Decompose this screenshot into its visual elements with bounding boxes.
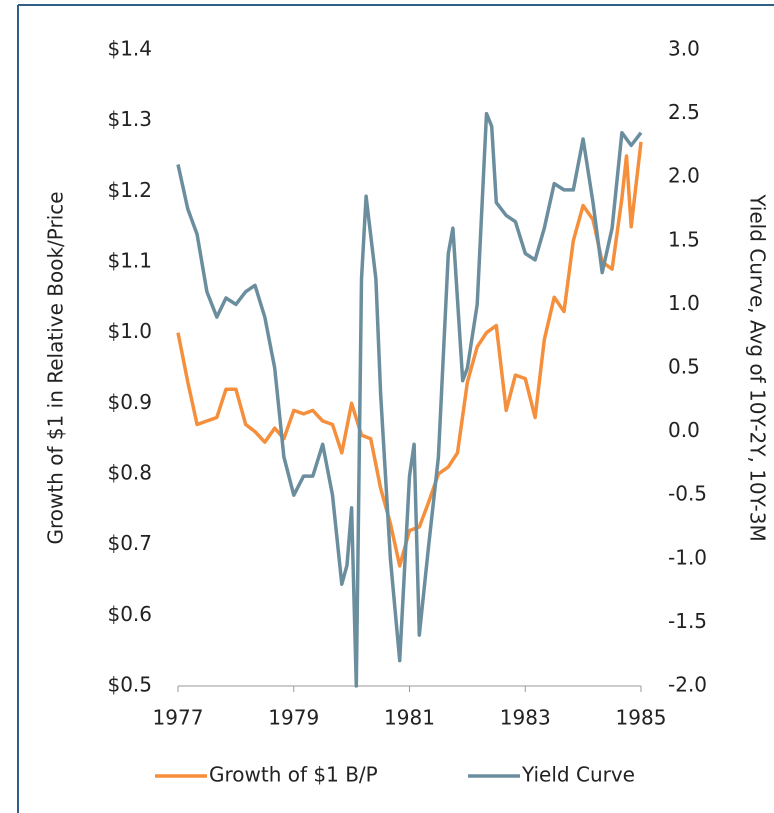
y-tick-label: $0.9 — [107, 390, 152, 414]
y-tick-label: $1.0 — [107, 319, 152, 343]
legend-label: Growth of $1 B/P — [209, 763, 378, 787]
y2-tick-label: 0.5 — [668, 355, 700, 379]
y2-tick-label: -0.5 — [668, 482, 707, 506]
series-line — [176, 111, 643, 688]
x-tick-label: 1985 — [616, 706, 667, 730]
y2-tick-label: -1.0 — [668, 545, 707, 569]
legend-label: Yield Curve — [521, 763, 635, 787]
y2-tick-label: 3.0 — [668, 37, 700, 61]
y-tick-label: $1.4 — [107, 37, 152, 61]
y-tick-label: $1.1 — [107, 249, 152, 273]
y2-tick-label: -2.0 — [668, 673, 707, 697]
y-tick-label: $0.7 — [107, 531, 152, 555]
y-tick-label: $1.2 — [107, 178, 152, 202]
y-tick-label: $0.6 — [107, 602, 152, 626]
y2-axis-title: Yield Curve, Avg of 10Y-2Y, 10Y-3M — [746, 193, 770, 541]
x-tick-label: 1977 — [153, 706, 204, 730]
y-tick-label: $0.8 — [107, 461, 152, 485]
y2-tick-label: 2.0 — [668, 164, 700, 188]
y-tick-label: $0.5 — [107, 673, 152, 697]
y2-tick-label: 1.5 — [668, 227, 700, 251]
y-tick-label: $1.3 — [107, 107, 152, 131]
y-axis-title: Growth of $1 in Relative Book/Price — [44, 191, 68, 544]
x-tick-label: 1979 — [268, 706, 319, 730]
y2-tick-label: 0.0 — [668, 418, 700, 442]
x-tick-label: 1983 — [500, 706, 551, 730]
y2-tick-label: 2.5 — [668, 100, 700, 124]
y2-tick-label: 1.0 — [668, 291, 700, 315]
x-tick-label: 1981 — [384, 706, 435, 730]
y2-tick-label: -1.5 — [668, 609, 707, 633]
series-line — [176, 141, 643, 568]
